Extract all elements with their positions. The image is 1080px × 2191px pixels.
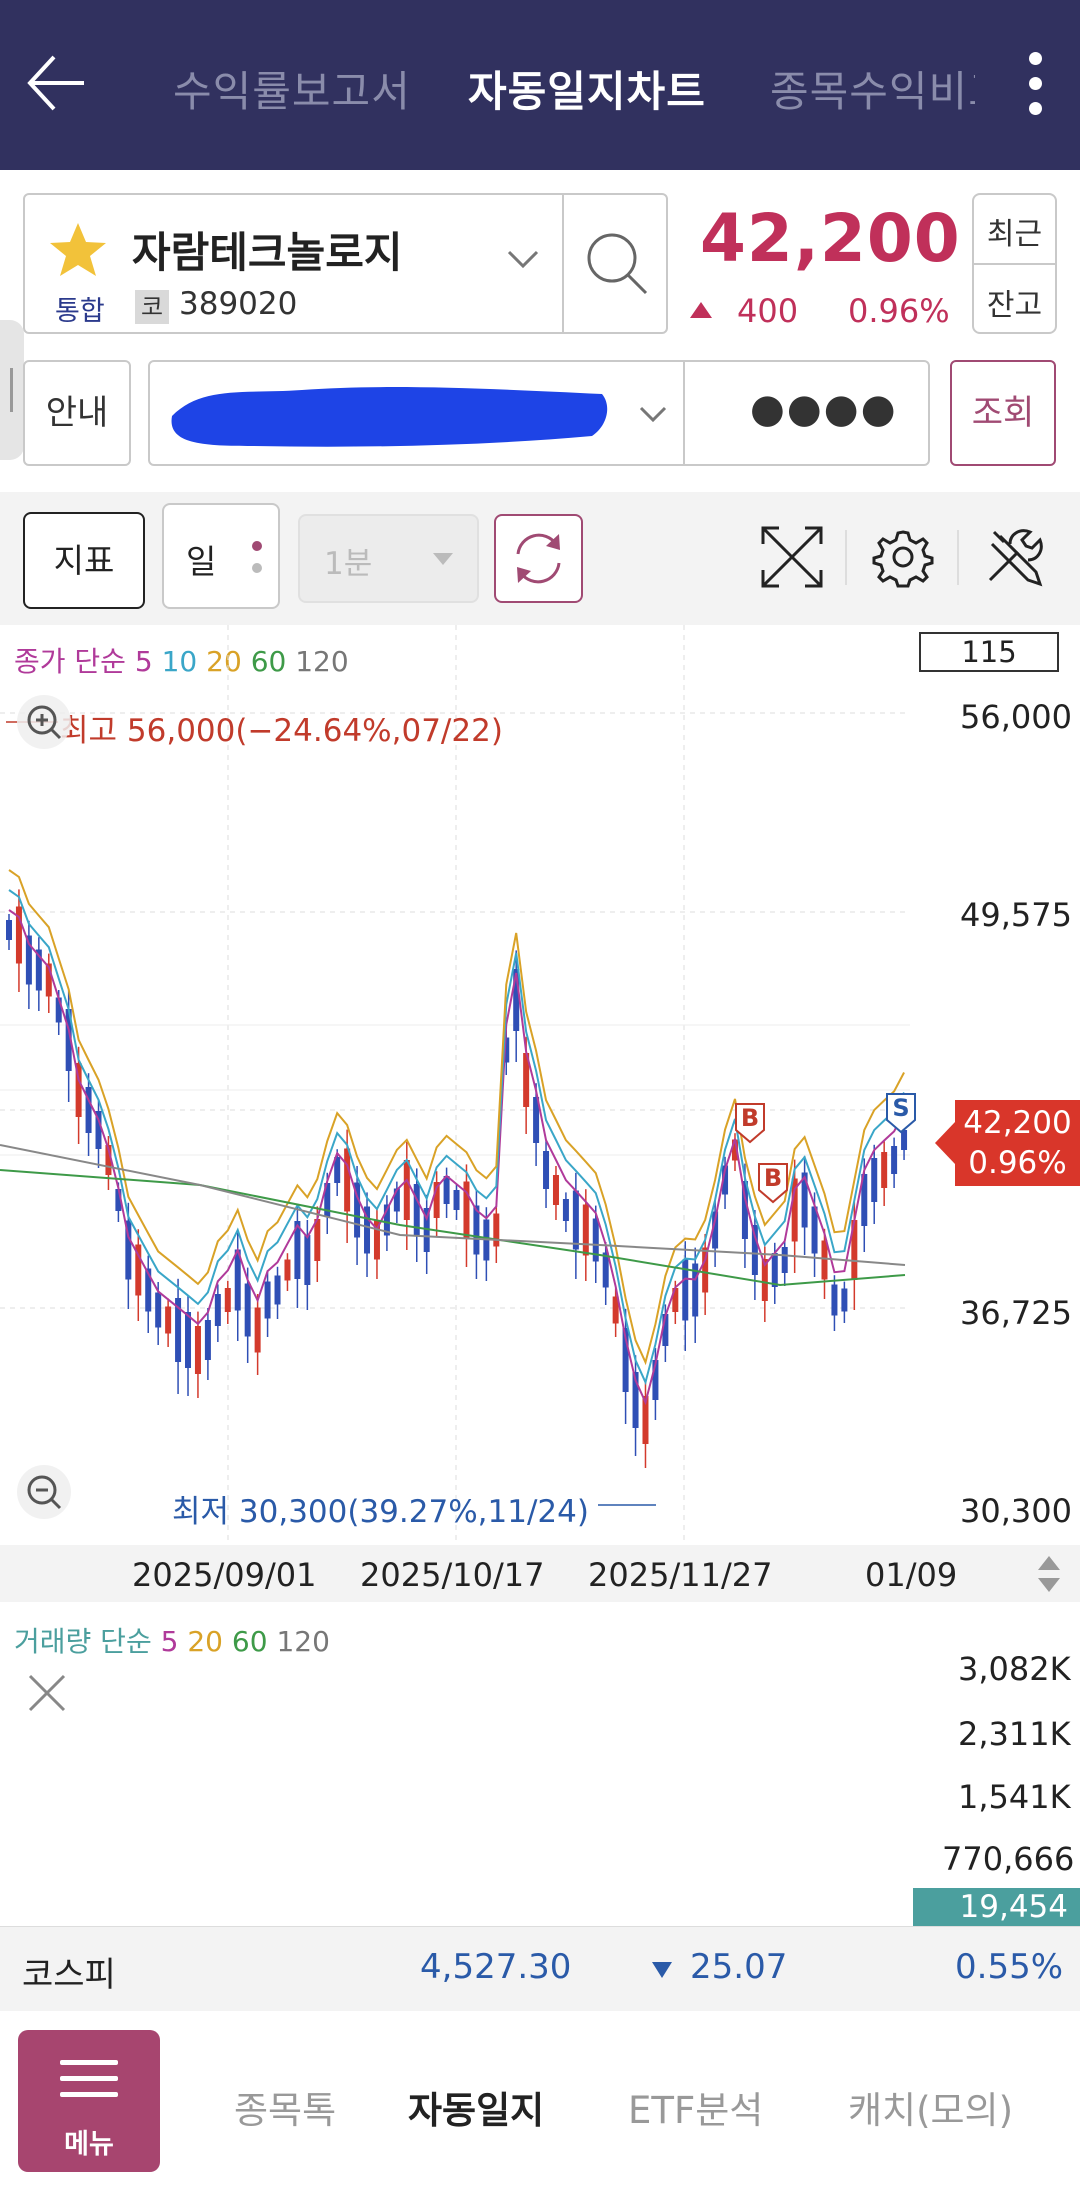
favorite-star-icon[interactable] xyxy=(47,219,109,281)
legend-title: 종가 단순 xyxy=(14,645,126,678)
current-price-pct: 0.96% xyxy=(968,1145,1067,1181)
nav-etf-analysis[interactable]: ETF분석 xyxy=(628,2089,764,2132)
tab-stock-return-compare[interactable]: 종목수익비교 xyxy=(770,67,975,116)
down-triangle-icon xyxy=(652,1962,672,1978)
y-label-56000: 56,000 xyxy=(960,698,1072,736)
svg-text:B: B xyxy=(764,1164,782,1192)
hamburger-icon xyxy=(60,2060,118,2108)
up-triangle-icon xyxy=(690,302,712,318)
legend-ma20: 20 xyxy=(206,645,242,678)
x-label-0901: 2025/09/01 xyxy=(132,1556,317,1594)
search-button[interactable] xyxy=(562,195,668,332)
low-price-label: 최저 30,300(39.27%,11/24) xyxy=(172,1494,589,1530)
current-price: 42,200 xyxy=(700,200,961,277)
recent-label: 최근 xyxy=(986,217,1043,252)
resize-updown-icon[interactable] xyxy=(1035,1553,1063,1595)
redacted-account-number xyxy=(171,387,608,447)
y-label-36725: 36,725 xyxy=(960,1294,1072,1332)
vol-legend-ma60: 60 xyxy=(231,1625,268,1658)
settings-gear-icon[interactable] xyxy=(868,522,938,592)
nav-catch-mock[interactable]: 캐치(모의) xyxy=(848,2089,1014,2132)
code-prefix-badge: 코 xyxy=(135,290,169,324)
current-volume-tag: 19,454 xyxy=(913,1888,1080,1926)
legend-ma60: 60 xyxy=(250,645,287,678)
vol-y-2311k: 2,311K xyxy=(958,1715,1071,1753)
legend-ma5: 5 xyxy=(134,645,153,678)
balance-label: 잔고 xyxy=(986,288,1043,323)
volume-legend: 거래량 단순 5 20 60 120 xyxy=(14,1620,330,1660)
period-label: 일 xyxy=(186,542,217,581)
guide-button[interactable]: 안내 xyxy=(23,360,131,466)
index-name: 코스피 xyxy=(22,1955,116,1995)
candle-count-input[interactable]: 115 xyxy=(919,632,1059,672)
x-label-0109: 01/09 xyxy=(865,1556,958,1594)
search-icon xyxy=(587,233,648,295)
price-change-pct: 0.96% xyxy=(848,292,950,330)
password-field[interactable]: ●●●● xyxy=(750,386,898,432)
chevron-down-icon[interactable] xyxy=(505,247,541,271)
vol-y-3082k: 3,082K xyxy=(958,1650,1071,1688)
high-price-label: 최고 56,000(−24.64%,07/22) xyxy=(60,713,503,749)
vol-y-770666: 770,666 xyxy=(942,1840,1075,1878)
top-app-bar: 수익률보고서 자동일지차트 종목수익비교 xyxy=(0,0,1080,170)
side-drawer-handle[interactable] xyxy=(0,320,24,460)
y-label-49575: 49,575 xyxy=(960,896,1072,934)
chevron-down-icon[interactable] xyxy=(638,404,668,424)
tab-return-report[interactable]: 수익률보고서 xyxy=(173,67,411,116)
tools-icon[interactable] xyxy=(980,522,1050,592)
x-axis[interactable] xyxy=(0,1545,1080,1602)
current-price-value: 42,200 xyxy=(963,1105,1072,1141)
menu-button[interactable]: 메뉴 xyxy=(18,2030,160,2172)
nav-stock-talk[interactable]: 종목톡 xyxy=(234,2089,337,2132)
dropdown-arrow-icon xyxy=(433,553,453,565)
price-legend: 종가 단순 5 10 20 60 120 xyxy=(14,640,349,680)
fullscreen-icon[interactable] xyxy=(757,522,827,592)
svg-text:B: B xyxy=(741,1104,759,1132)
recent-balance-button[interactable]: 최근 잔고 xyxy=(972,193,1057,334)
menu-label: 메뉴 xyxy=(64,2129,114,2160)
period-day-button[interactable]: 일 xyxy=(162,503,280,609)
bottom-nav xyxy=(0,2011,1080,2191)
account-selector[interactable]: ●●●● xyxy=(148,360,930,466)
stock-selector[interactable]: 자람테크놀로지 통합 코 389020 xyxy=(23,193,668,334)
market-tag: 통합 xyxy=(55,296,105,327)
close-icon[interactable] xyxy=(22,1668,72,1718)
vol-legend-ma5: 5 xyxy=(160,1625,179,1658)
stock-code: 389020 xyxy=(179,286,298,322)
refresh-button[interactable] xyxy=(494,514,583,603)
vol-y-1541k: 1,541K xyxy=(958,1778,1071,1816)
stock-name: 자람테크놀로지 xyxy=(132,228,403,277)
more-menu-icon[interactable] xyxy=(1022,52,1048,118)
refresh-icon xyxy=(516,533,561,584)
current-price-tag: 42,200 0.96% xyxy=(935,1100,1080,1186)
legend-ma10: 10 xyxy=(161,645,198,678)
tab-auto-journal-chart[interactable]: 자동일지차트 xyxy=(468,67,706,116)
price-change: 400 xyxy=(737,292,799,330)
svg-text:S: S xyxy=(892,1094,909,1122)
index-change-pct: 0.55% xyxy=(955,1947,1064,1987)
y-label-30300: 30,300 xyxy=(960,1492,1072,1530)
x-label-1127: 2025/11/27 xyxy=(588,1556,773,1594)
index-change: 25.07 xyxy=(690,1947,788,1987)
minute-select[interactable]: 1분 xyxy=(298,514,479,603)
back-arrow-icon[interactable] xyxy=(22,48,92,118)
legend-ma120: 120 xyxy=(295,645,349,678)
zoom-in-icon[interactable] xyxy=(14,692,74,752)
nav-auto-journal[interactable]: 자동일지 xyxy=(408,2089,545,2132)
market-index-bar[interactable] xyxy=(0,1926,1080,2011)
zoom-out-icon[interactable] xyxy=(14,1462,74,1522)
query-button[interactable]: 조회 xyxy=(950,360,1056,466)
candlestick-chart[interactable]: B B S xyxy=(0,625,1080,1545)
x-label-1017: 2025/10/17 xyxy=(360,1556,545,1594)
index-value: 4,527.30 xyxy=(420,1947,572,1987)
minute-label: 1분 xyxy=(324,546,373,582)
vol-legend-ma120: 120 xyxy=(276,1625,330,1658)
vol-legend-ma20: 20 xyxy=(187,1625,223,1658)
vol-legend-title: 거래량 단순 xyxy=(14,1625,152,1658)
indicator-button[interactable]: 지표 xyxy=(23,512,145,609)
